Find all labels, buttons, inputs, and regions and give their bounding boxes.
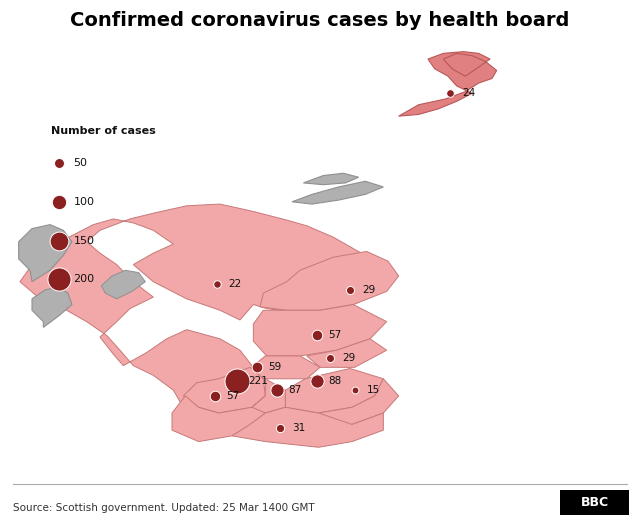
Text: 221: 221 [249,376,269,386]
Polygon shape [319,379,399,425]
Point [232,377,242,385]
Text: 59: 59 [269,362,282,372]
Polygon shape [250,356,320,379]
Text: 22: 22 [228,279,242,289]
Point [271,386,282,394]
Polygon shape [260,252,399,310]
Polygon shape [307,339,387,367]
Point [54,275,64,283]
Polygon shape [101,270,145,299]
Point [312,331,322,339]
Text: 100: 100 [74,197,95,207]
Point [325,354,335,362]
Point [275,424,285,432]
Text: Confirmed coronavirus cases by health board: Confirmed coronavirus cases by health bo… [70,11,570,31]
Text: 50: 50 [74,158,88,168]
Point [212,280,222,288]
Text: 200: 200 [74,275,95,284]
Text: 150: 150 [74,236,95,245]
Polygon shape [232,407,383,447]
Text: 24: 24 [462,88,476,98]
Polygon shape [399,51,497,116]
Point [54,198,64,206]
Polygon shape [32,288,72,327]
Text: 29: 29 [342,353,355,363]
Polygon shape [19,225,72,282]
Polygon shape [252,379,285,413]
Point [345,285,355,294]
Point [349,386,360,394]
Point [54,159,64,167]
Polygon shape [20,204,390,427]
Text: Number of cases: Number of cases [51,127,156,136]
Polygon shape [183,367,266,413]
Text: 15: 15 [367,385,380,395]
Text: 57: 57 [227,391,240,401]
Text: 57: 57 [329,331,342,340]
Point [312,377,322,385]
Point [445,89,455,98]
Polygon shape [303,173,358,185]
Text: Source: Scottish government. Updated: 25 Mar 1400 GMT: Source: Scottish government. Updated: 25… [13,503,314,513]
Text: 87: 87 [289,385,302,395]
Point [209,392,220,400]
Polygon shape [285,368,383,413]
Text: 29: 29 [362,285,375,295]
Polygon shape [172,396,266,442]
Point [54,237,64,245]
Text: BBC: BBC [580,496,609,509]
Text: 31: 31 [292,424,305,433]
Polygon shape [292,181,383,204]
Point [252,363,262,372]
Polygon shape [253,305,387,356]
Text: 88: 88 [329,376,342,386]
